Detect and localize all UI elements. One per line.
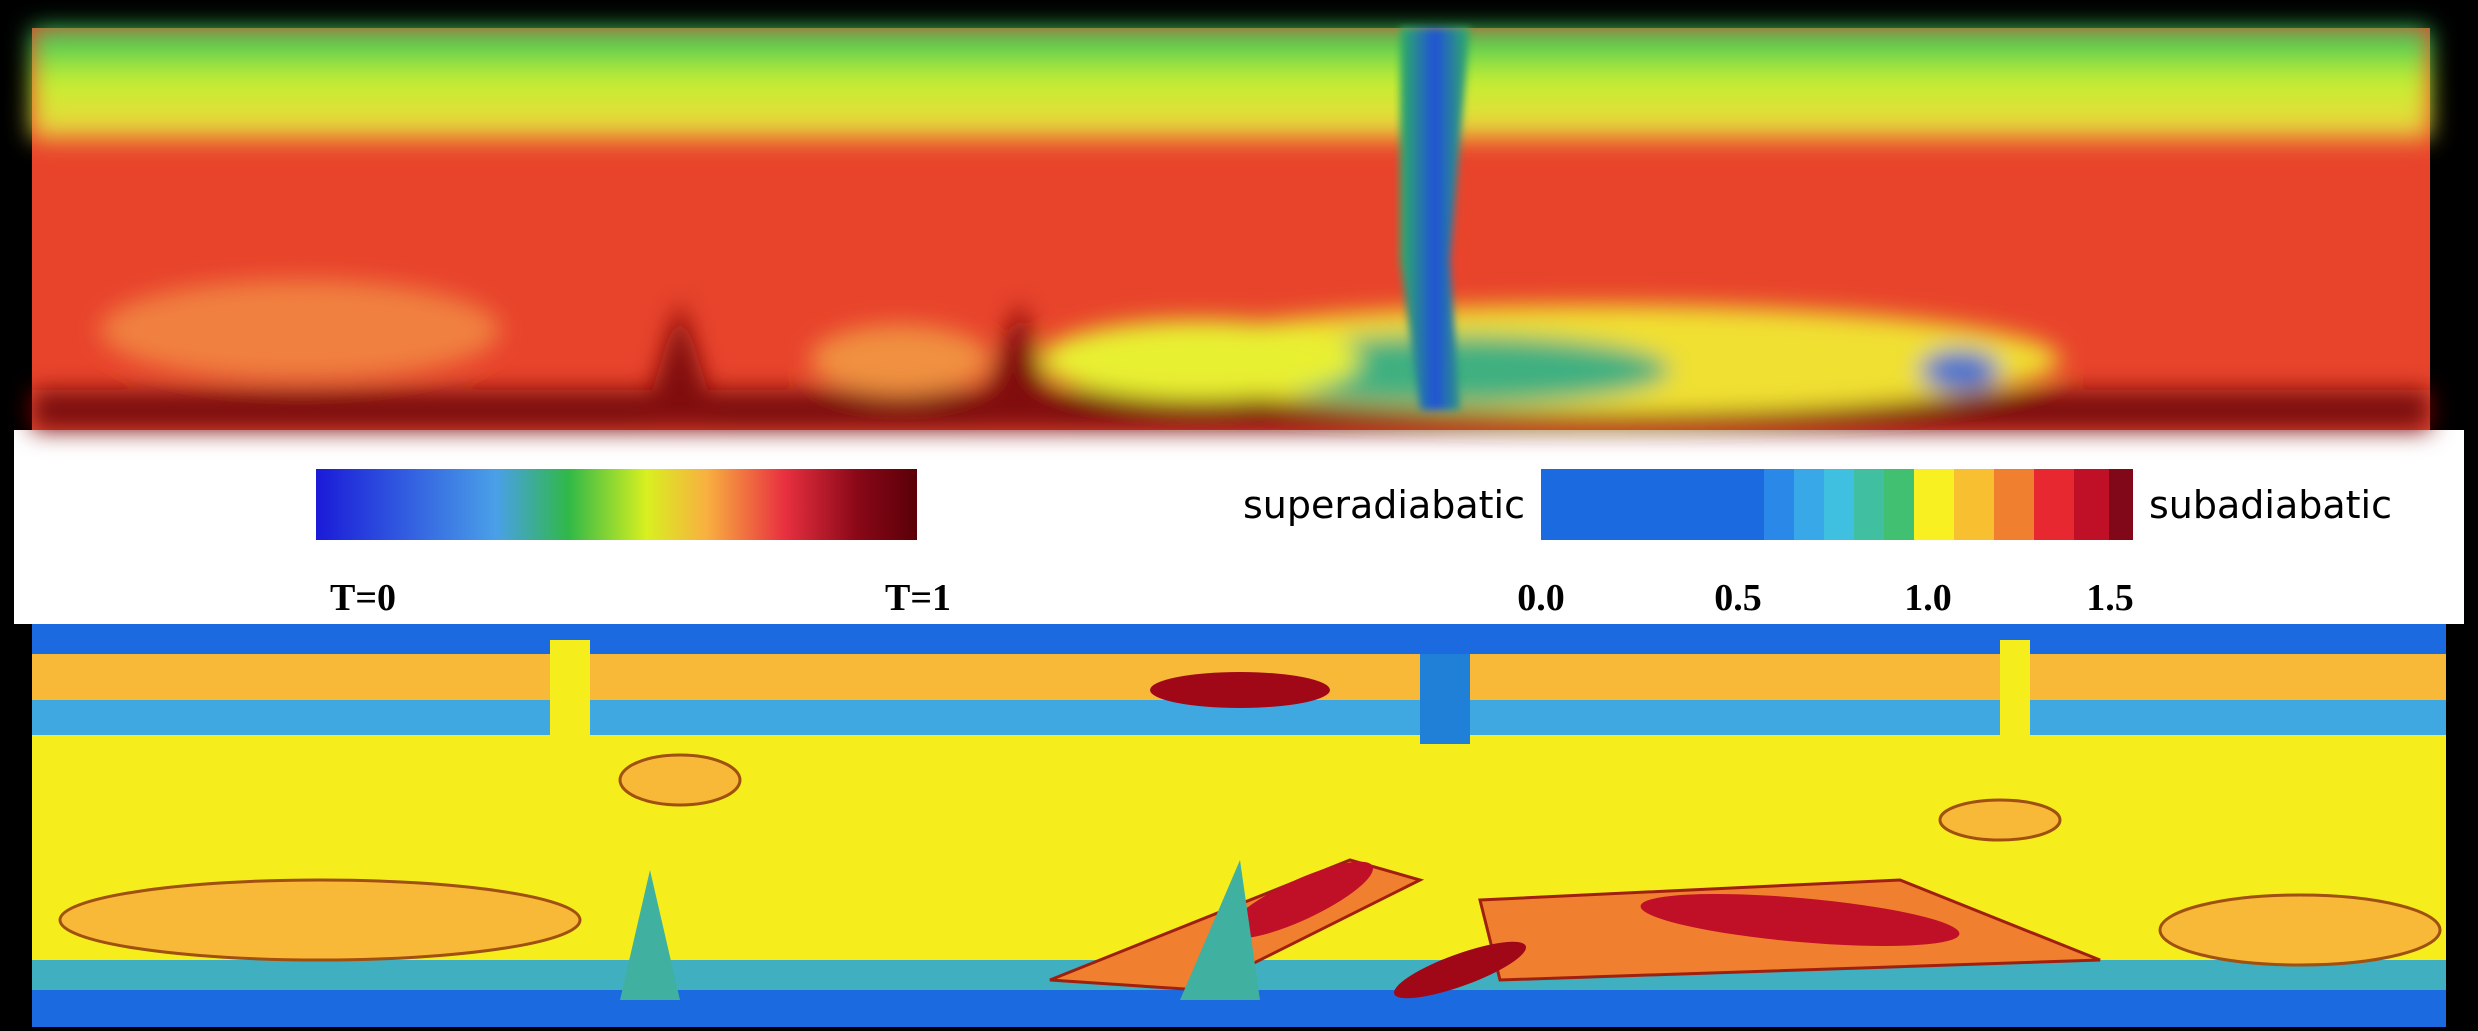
colorbar-tick-label: 1.5: [2086, 577, 2134, 619]
temperature-field: [32, 28, 2430, 430]
stability-colorbar: [1541, 469, 2133, 540]
colorbar-min-label: T=0: [330, 577, 396, 619]
stability-field: [32, 624, 2446, 1027]
colorbar-tick-label: 0.5: [1714, 577, 1762, 619]
figure-canvas: T=0 T=1 superadiabatic subadiabatic 0.0 …: [0, 0, 2478, 1031]
colorbar-max-label: T=1: [885, 577, 951, 619]
colorbar-tick-label: 1.0: [1904, 577, 1952, 619]
temperature-colorbar: [316, 469, 917, 540]
figure: T=0 T=1 superadiabatic subadiabatic 0.0 …: [0, 0, 2478, 1031]
colorbar-tick-label: 0.0: [1517, 577, 1565, 619]
colorbar-left-label: superadiabatic: [1243, 483, 1525, 527]
colorbar-right-label: subadiabatic: [2149, 483, 2392, 527]
